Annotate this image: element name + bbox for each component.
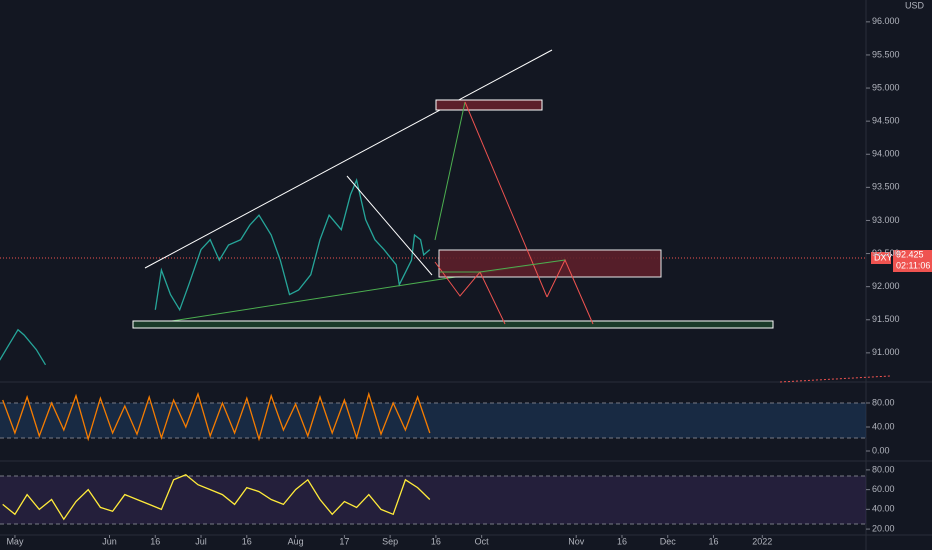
y-tick-label: 92.500 — [872, 248, 900, 258]
y-tick-label: 20.00 — [872, 523, 895, 533]
y-tick-label: 80.00 — [872, 464, 895, 474]
support-box — [132, 320, 774, 329]
x-tick-label: 17 — [339, 536, 349, 546]
rsi-band — [0, 476, 866, 524]
x-tick-label: Oct — [475, 536, 490, 546]
series-line — [2, 474, 431, 521]
x-tick-label: 2022 — [752, 536, 772, 546]
x-tick-label: Aug — [288, 536, 304, 546]
x-tick-label: 16 — [150, 536, 160, 546]
y-tick-label: 93.500 — [872, 182, 900, 192]
trend-line — [346, 175, 433, 276]
y-tick-label: 93.000 — [872, 215, 900, 225]
x-tick-label: 16 — [431, 536, 441, 546]
x-tick-label: Jun — [102, 536, 117, 546]
series-line — [0, 177, 431, 366]
y-tick-label: 95.500 — [872, 49, 900, 59]
arrow — [440, 259, 566, 273]
x-tick-label: May — [6, 536, 24, 546]
target-box — [435, 99, 543, 111]
y-tick-label: 80.00 — [872, 397, 895, 407]
arrow — [434, 261, 506, 325]
trend-line — [144, 49, 553, 269]
series-line — [2, 391, 431, 442]
y-tick-label: 95.000 — [872, 82, 900, 92]
x-tick-label: 16 — [617, 536, 627, 546]
x-tick-label: 16 — [708, 536, 718, 546]
drawings — [132, 49, 891, 383]
stoch-band — [0, 403, 866, 438]
zone-box — [438, 249, 662, 278]
symbol-tag — [871, 252, 891, 264]
y-tick-label: 94.000 — [872, 149, 900, 159]
y-tick-label: 96.000 — [872, 16, 900, 26]
currency: USD — [905, 0, 925, 10]
x-tick-label: Sep — [382, 536, 398, 546]
x-tick-label: 16 — [242, 536, 252, 546]
countdown: 02:11:06 — [896, 260, 930, 270]
y-tick-label: 92.000 — [872, 281, 900, 291]
y-tick-label: 91.000 — [872, 347, 900, 357]
symbol: DXY — [874, 252, 893, 262]
y-tick-label: 60.00 — [872, 484, 895, 494]
y-tick-label: 40.00 — [872, 504, 895, 514]
x-tick-label: Jul — [195, 536, 207, 546]
arrow — [434, 101, 466, 241]
x-tick-label: Nov — [568, 536, 585, 546]
y-tick-label: 0.00 — [872, 445, 890, 455]
y-tick-label: 40.00 — [872, 421, 895, 431]
y-tick-label: 91.500 — [872, 314, 900, 324]
x-tick-label: Dec — [660, 536, 677, 546]
y-tick-label: 94.500 — [872, 116, 900, 126]
last-price: 92.425 — [896, 249, 924, 259]
price-tag — [893, 250, 932, 272]
